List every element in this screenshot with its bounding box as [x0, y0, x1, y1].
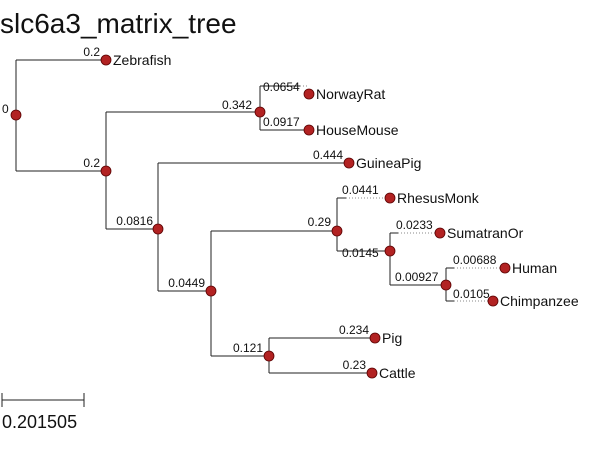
branch-length-root: 0 [2, 102, 9, 116]
leaf-node-human[interactable] [499, 262, 511, 274]
leaf-node-norway-rat[interactable] [303, 88, 315, 100]
branch-length-apes: 0.0145 [342, 246, 379, 260]
branch-lengths: 0 0.2 0.2 0.342 0.0654 0.0917 0.0816 0.4… [2, 45, 497, 372]
tree-node[interactable] [263, 350, 275, 362]
leaf-label-human: Human [512, 260, 557, 276]
branch-length-clade-c: 0.0449 [168, 276, 205, 290]
branch-length-primates: 0.29 [308, 215, 332, 229]
branch-length-rhesus-monk: 0.0441 [342, 183, 379, 197]
leaf-labels: Zebrafish NorwayRat HouseMouse GuineaPig… [113, 52, 579, 381]
leaf-node-guinea-pig[interactable] [343, 157, 355, 169]
branch-length-human: 0.00688 [453, 253, 497, 267]
leaf-label-guinea-pig: GuineaPig [356, 155, 421, 171]
leaf-label-pig: Pig [382, 330, 402, 346]
branch-length-rodents: 0.342 [222, 98, 252, 112]
branch-length-hc: 0.00927 [395, 270, 439, 284]
leaf-label-zebrafish: Zebrafish [113, 52, 171, 68]
tree-node[interactable] [331, 225, 343, 237]
tree-title: slc6a3_matrix_tree [0, 8, 237, 39]
leaf-node-cattle[interactable] [366, 367, 378, 379]
tree-node[interactable] [100, 165, 112, 177]
scale-bar: 0.201505 [1, 393, 85, 432]
leaf-label-cattle: Cattle [379, 365, 416, 381]
tree-node[interactable] [440, 279, 452, 291]
branch-length-clade-b: 0.0816 [116, 214, 153, 228]
leaf-node-house-mouse[interactable] [303, 124, 315, 136]
branch-length-norway-rat: 0.0654 [263, 80, 300, 94]
leaf-node-chimpanzee[interactable] [487, 295, 499, 307]
branch-length-guinea-pig: 0.444 [313, 148, 343, 162]
leaf-label-rhesus-monk: RhesusMonk [397, 190, 480, 206]
scale-bar-label: 0.201505 [2, 412, 77, 432]
leaf-label-chimpanzee: Chimpanzee [500, 293, 579, 309]
branch-length-sumatran-or: 0.0233 [396, 218, 433, 232]
leaf-label-house-mouse: HouseMouse [316, 122, 399, 138]
tree-node[interactable] [254, 106, 266, 118]
leaf-node-sumatran-or[interactable] [434, 227, 446, 239]
tree-node[interactable] [152, 223, 164, 235]
tree-node[interactable] [10, 109, 22, 121]
leaf-label-sumatran-or: SumatranOr [447, 225, 524, 241]
branch-length-zebrafish: 0.2 [83, 45, 100, 59]
branch-length-pig: 0.234 [339, 323, 369, 337]
branch-length-house-mouse: 0.0917 [263, 115, 300, 129]
branch-length-chimpanzee: 0.0105 [453, 287, 490, 301]
node-markers [10, 54, 511, 379]
tree-node[interactable] [205, 285, 217, 297]
tree-node[interactable] [384, 245, 396, 257]
branch-length-cattle: 0.23 [343, 358, 367, 372]
leaf-label-norway-rat: NorwayRat [316, 86, 385, 102]
leaf-node-rhesus-monk[interactable] [384, 192, 396, 204]
branch-length-clade-a: 0.2 [83, 156, 100, 170]
leaf-node-pig[interactable] [369, 332, 381, 344]
branch-length-ungulates: 0.121 [233, 341, 263, 355]
leaf-node-zebrafish[interactable] [100, 54, 112, 66]
